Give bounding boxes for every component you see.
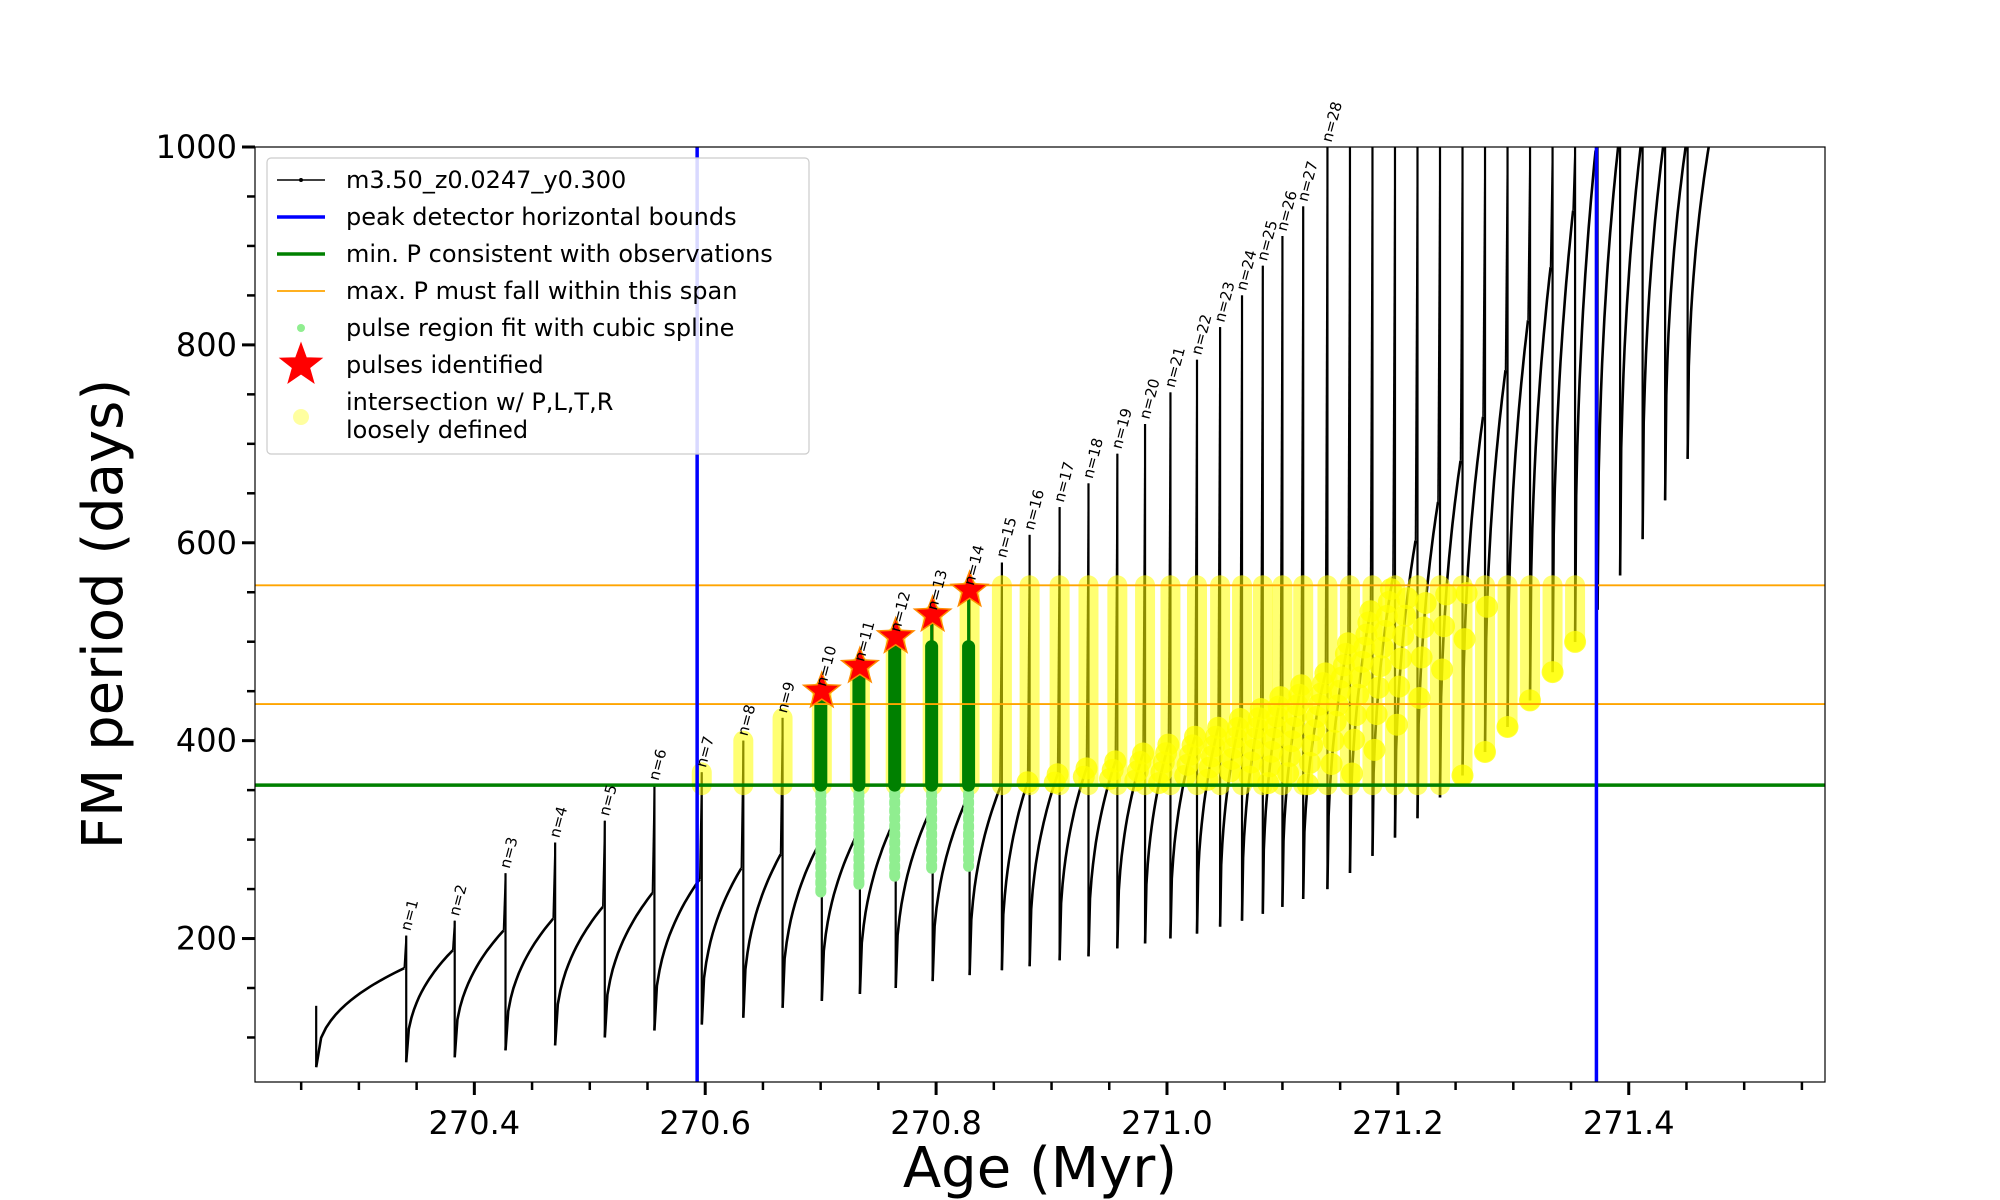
legend-entry-intersection: intersection w/ P,L,T,R loosely defined: [293, 388, 613, 444]
x-tick-label: 270.8: [890, 1104, 982, 1142]
y-tick-label: 600: [176, 524, 237, 562]
legend-box: [266, 157, 810, 455]
track-arc: [653, 878, 701, 1031]
track-arc: [453, 929, 505, 1058]
x-tick-label: 270.6: [659, 1104, 751, 1142]
track-arc: [1686, 147, 1710, 459]
legend-label-spline: pulse region fit with cubic spline: [346, 314, 734, 342]
legend-label-intersection-1: intersection w/ P,L,T,R: [346, 388, 613, 416]
track-spike-rise: [1686, 147, 1688, 148]
track-spike-rise: [502, 873, 507, 931]
legend-label-min-p: min. P consistent with observations: [346, 240, 773, 268]
y-tick-label: 1000: [156, 128, 237, 166]
track-spike-rise: [1572, 147, 1576, 211]
x-tick-label: 270.4: [429, 1104, 521, 1142]
track-arc: [894, 809, 932, 989]
plot-frame: [254, 146, 1826, 1083]
pulse-star: [949, 569, 990, 608]
track-arc: [700, 867, 743, 1025]
legend-entry-spline: pulse region fit with cubic spline: [297, 314, 734, 342]
x-tick-label: 271.4: [1583, 1104, 1675, 1142]
legend-entry-max-p: max. P must fall within this span: [277, 277, 737, 305]
axes: 270.4 270.6 270.8 271.0 271.2 271.4 200 400 600 8…: [156, 128, 1804, 1142]
pulse-label: n=28: [1318, 100, 1346, 144]
track-spike-rise: [1527, 147, 1531, 321]
legend: m3.50_z0.0247_y0.300 peak detector horiz…: [266, 157, 810, 455]
legend-label-track: m3.50_z0.0247_y0.300: [346, 166, 626, 194]
reference-lines: [255, 147, 1825, 1082]
track-spike-rise: [1549, 147, 1554, 268]
star-icon: [278, 341, 324, 384]
legend-label-max-p: max. P must fall within this span: [346, 277, 737, 305]
data-layer: [255, 147, 1825, 1082]
legend-entry-track: m3.50_z0.0247_y0.300: [277, 166, 626, 194]
y-axis-title: FM period (days): [71, 379, 136, 849]
track-spike-rise: [1414, 147, 1419, 541]
track-spike-rise: [601, 820, 606, 907]
y-tick-label: 400: [176, 722, 237, 760]
track-arc: [1641, 147, 1665, 540]
pulse-star: [875, 615, 916, 654]
y-tick-label: 800: [176, 326, 237, 364]
track-spike-rise: [1459, 147, 1464, 461]
track-spike-rise: [1504, 147, 1509, 371]
track-arc: [968, 787, 1002, 976]
track-spike-rise: [1664, 147, 1666, 148]
x-tick-label: 271.2: [1352, 1104, 1444, 1142]
track-spike-rise: [1369, 147, 1374, 612]
track-arc: [820, 832, 860, 1001]
track-arc: [742, 853, 782, 1018]
spline-layer: [814, 580, 976, 898]
pulse-star: [912, 593, 953, 633]
x-tick-label: 271.0: [1121, 1104, 1213, 1142]
pulse-star: [839, 645, 881, 684]
track-arc: [781, 841, 821, 1008]
legend-entry-stars: pulses identified: [278, 341, 544, 384]
track-arc: [603, 892, 654, 1038]
track-arc: [1663, 147, 1687, 501]
track-arc: [1573, 150, 1597, 642]
track-arc: [404, 949, 454, 1063]
track-spike-rise: [1437, 147, 1441, 503]
track-spike-rise: [1641, 147, 1643, 148]
legend-label-bounds: peak detector horizontal bounds: [346, 203, 737, 231]
track-arc: [553, 906, 604, 1046]
track-spike-rise: [1347, 147, 1351, 644]
track-arc: [1551, 210, 1575, 673]
track-arc: [931, 796, 969, 982]
track-arc: [858, 821, 895, 994]
legend-entry-min-p: min. P consistent with observations: [277, 240, 773, 268]
y-tick-label: 200: [176, 920, 237, 958]
legend-entry-bounds: peak detector horizontal bounds: [277, 203, 737, 231]
track-spike-rise: [451, 920, 456, 951]
track-arc: [1483, 369, 1507, 753]
pulse-star: [801, 670, 842, 709]
track-arc: [1000, 781, 1029, 971]
stars-layer: [801, 569, 990, 709]
track-arc: [1618, 147, 1642, 576]
track-spike-rise: [1392, 147, 1396, 578]
track-spike-rise: [403, 935, 408, 969]
track-spike-rise: [1482, 147, 1486, 417]
track-arc: [1528, 267, 1552, 701]
track-arc: [314, 967, 405, 1068]
track-arc: [1596, 147, 1620, 610]
track-spike-rise: [651, 785, 656, 894]
x-axis-title: Age (Myr): [903, 1136, 1177, 1200]
track-spike-rise: [1619, 147, 1621, 148]
track-arc: [1506, 320, 1530, 728]
legend-label-intersection-2: loosely defined: [346, 416, 528, 444]
track-spike-rise: [552, 842, 556, 919]
track-arc: [504, 917, 555, 1051]
legend-label-stars: pulses identified: [346, 351, 544, 379]
